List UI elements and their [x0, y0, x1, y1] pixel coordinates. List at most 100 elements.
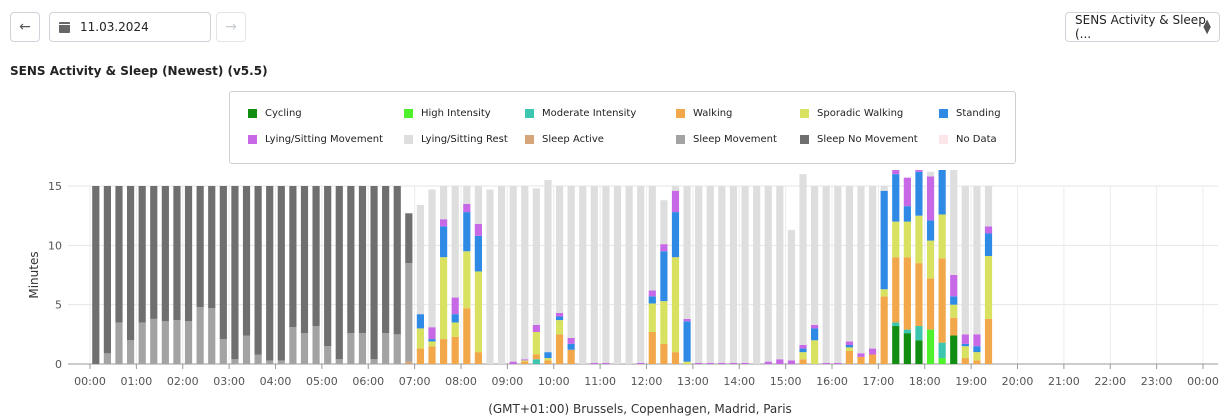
bar-segment: [440, 257, 448, 340]
bar-segment: [868, 186, 877, 349]
bar-segment: [718, 362, 726, 364]
legend-item[interactable]: Sleep Movement: [676, 134, 777, 145]
report-select[interactable]: SENS Activity & Sleep (... ▲ ▼: [1065, 12, 1220, 42]
bar-segment: [440, 226, 448, 258]
bar-segment: [231, 359, 239, 364]
bar-segment: [973, 360, 981, 364]
legend-swatch: [404, 135, 413, 144]
previous-day-button[interactable]: ←: [10, 12, 40, 42]
bar-segment: [973, 186, 981, 335]
x-tick-label: 12:00: [631, 375, 663, 388]
bar-segment: [196, 307, 204, 364]
bar-segment: [242, 186, 251, 336]
bar-segment: [926, 278, 935, 330]
bar-segment: [335, 186, 343, 360]
bar-segment: [451, 314, 459, 323]
y-axis-title: Minutes: [27, 251, 41, 298]
bar-segment: [532, 331, 540, 355]
bar-segment: [926, 171, 935, 177]
bar-segment: [416, 328, 425, 349]
bar-segment: [567, 186, 575, 338]
bar-segment: [335, 359, 343, 364]
bar-segment: [938, 358, 946, 364]
bar-segment: [892, 257, 900, 323]
legend-item[interactable]: Sleep Active: [525, 134, 604, 145]
bar-segment: [300, 186, 309, 334]
bar-segment: [961, 334, 969, 344]
y-tick-label: 10: [48, 239, 62, 252]
bar-segment: [973, 352, 981, 361]
x-tick-label: 05:00: [306, 375, 338, 388]
bar-segment: [799, 352, 807, 360]
legend-item[interactable]: Lying/Sitting Movement: [248, 134, 383, 145]
legend-item[interactable]: Cycling: [248, 108, 302, 119]
bar-segment: [741, 362, 749, 364]
bar-segment: [277, 186, 285, 361]
bar-segment: [254, 186, 262, 355]
bar-segment: [961, 186, 969, 335]
bar-segment: [671, 212, 680, 258]
legend-label: Moderate Intensity: [542, 108, 637, 119]
bar-segment: [103, 186, 111, 354]
x-tick-label: 23:00: [1141, 375, 1173, 388]
legend-item[interactable]: Standing: [939, 108, 1001, 119]
calendar-icon: [59, 21, 70, 33]
bar-segment: [428, 341, 436, 347]
bar-segment: [950, 335, 958, 364]
legend-item[interactable]: High Intensity: [404, 108, 491, 119]
bar-segment: [613, 186, 622, 364]
legend-item[interactable]: Walking: [676, 108, 732, 119]
bar-segment: [892, 170, 900, 175]
bar-segment: [312, 186, 320, 327]
bar-segment: [219, 186, 227, 340]
bar-segment: [405, 361, 413, 364]
legend-item[interactable]: Moderate Intensity: [525, 108, 636, 119]
legend-swatch: [525, 135, 534, 144]
bar-segment: [973, 334, 981, 347]
legend-swatch: [676, 109, 685, 118]
bar-segment: [799, 174, 807, 346]
report-title: SENS Activity & Sleep (Newest) (v5.5): [10, 64, 268, 78]
bar-segment: [474, 223, 482, 236]
next-day-button[interactable]: →: [216, 12, 246, 42]
bar-segment: [428, 346, 436, 364]
bar-segment: [219, 339, 227, 364]
bar-segment: [92, 186, 100, 364]
bar-segment: [892, 174, 900, 222]
bar-segment: [370, 186, 378, 360]
bar-segment: [451, 336, 459, 364]
bar-segment: [521, 361, 529, 364]
bar-segment: [950, 170, 958, 275]
bar-segment: [126, 186, 135, 341]
bar-segment: [961, 346, 969, 359]
bar-segment: [984, 233, 993, 257]
bar-segment: [544, 352, 552, 359]
bar-segment: [834, 362, 842, 364]
bar-segment: [382, 186, 390, 334]
bar-segment: [463, 212, 471, 252]
bar-segment: [590, 186, 598, 363]
legend-item[interactable]: No Data: [939, 134, 997, 145]
bar-segment: [671, 352, 680, 364]
date-picker-input[interactable]: 11.03.2024: [49, 12, 211, 42]
legend-item[interactable]: Lying/Sitting Rest: [404, 134, 508, 145]
bar-segment: [787, 360, 796, 364]
x-tick-label: 02:00: [167, 375, 199, 388]
x-tick-label: 15:00: [770, 375, 802, 388]
bar-segment: [671, 257, 680, 353]
chevron-up-down-icon: ▲ ▼: [1203, 18, 1211, 36]
legend-item[interactable]: Sleep No Movement: [800, 134, 918, 145]
x-tick-label: 11:00: [584, 375, 616, 388]
bar-segment: [474, 271, 482, 353]
bar-segment: [868, 354, 877, 364]
x-tick-label: 06:00: [352, 375, 384, 388]
x-axis-title: (GMT+01:00) Brussels, Copenhagen, Madrid…: [488, 402, 792, 416]
bar-segment: [555, 320, 564, 335]
x-tick-label: 18:00: [909, 375, 941, 388]
legend-item[interactable]: Sporadic Walking: [800, 108, 903, 119]
bar-segment: [150, 186, 158, 319]
arrow-left-icon: ←: [19, 19, 31, 35]
bar-segment: [324, 346, 332, 364]
legend-label: Lying/Sitting Rest: [421, 134, 508, 145]
bar-segment: [938, 342, 946, 359]
